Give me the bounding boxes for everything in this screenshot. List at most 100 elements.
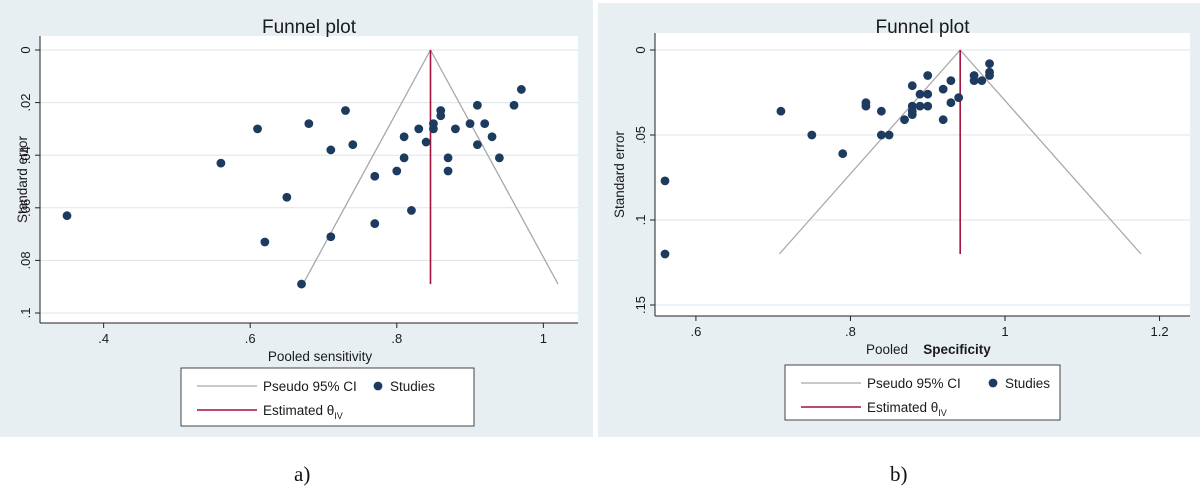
caption-a: a) — [294, 462, 311, 486]
study-point — [326, 232, 336, 242]
chart-b-group: 0 .05 .1 .15 .6 .8 1 1.2 Funnel plot Standard err… — [612, 17, 1190, 421]
legend-ci-label: Pseudo 95% CI — [263, 379, 357, 394]
study-point — [348, 140, 358, 150]
plot-area — [655, 33, 1190, 316]
study-point — [946, 98, 956, 108]
legend-box — [784, 364, 1061, 421]
study-point — [923, 89, 933, 99]
ci-line — [302, 49, 432, 285]
study-point — [421, 137, 431, 147]
chart-title: Funnel plot — [875, 17, 970, 38]
x-tick-label: .8 — [391, 331, 402, 346]
study-point — [451, 124, 460, 134]
ci-line — [429, 49, 559, 285]
study-point — [985, 59, 994, 68]
study-point — [399, 153, 409, 163]
study-point — [297, 279, 306, 289]
study-point — [509, 100, 519, 110]
study-point — [977, 76, 987, 85]
legend-estimate-subscript: IV — [334, 411, 343, 421]
x-axis-label: Pooled — [866, 342, 908, 357]
study-point — [923, 71, 933, 80]
x-tick-label: 1 — [1001, 324, 1008, 339]
y-tick-label: .05 — [633, 126, 648, 144]
caption-b: b) — [890, 462, 908, 486]
x-tick-label: 1 — [540, 331, 547, 346]
study-point — [341, 106, 350, 115]
study-point — [946, 76, 956, 85]
study-point — [465, 119, 475, 129]
study-point — [938, 115, 948, 125]
y-tick-label: 0 — [18, 46, 33, 53]
study-point — [660, 249, 670, 259]
study-point — [876, 106, 886, 116]
study-point — [838, 149, 848, 159]
x-axis-label-extra: Specificity — [923, 342, 991, 357]
study-point — [304, 119, 314, 129]
study-point — [985, 71, 994, 80]
study-point — [861, 101, 871, 111]
legend-box — [180, 367, 475, 427]
study-point — [216, 158, 226, 168]
x-tick-label: 1.2 — [1151, 324, 1169, 339]
x-tick-label: .4 — [98, 331, 109, 346]
y-tick-label: .04 — [18, 146, 33, 164]
y-axis-label: Standard error — [15, 135, 30, 223]
study-point — [480, 119, 490, 129]
x-tick-label: .6 — [245, 331, 256, 346]
study-point — [907, 110, 917, 119]
y-tick-label: .02 — [18, 94, 33, 112]
study-point — [414, 124, 424, 134]
study-point — [876, 130, 886, 140]
study-point — [472, 140, 482, 150]
study-point — [326, 145, 336, 155]
y-tick-label: .06 — [18, 199, 33, 217]
study-point — [907, 81, 917, 91]
study-point — [900, 115, 909, 125]
y-axis-label: Standard error — [612, 130, 627, 218]
study-point — [487, 132, 497, 142]
study-point — [954, 93, 964, 102]
y-tick-label: .1 — [18, 308, 33, 319]
funnel-plot-panel-b: 0 .05 .1 .15 .6 .8 1 1.2 Funnel plot Standard err… — [598, 3, 1200, 437]
study-point — [399, 132, 409, 142]
legend-estimate-subscript: IV — [938, 408, 947, 418]
study-point — [443, 166, 453, 176]
chart-title: Funnel plot — [262, 17, 357, 38]
study-point — [494, 153, 504, 163]
study-point — [915, 101, 925, 111]
funnel-plot-panel-a: 0 .02 .04 .06 .08 .1 .4 .6 .8 1 Funnel plot Standar… — [0, 0, 593, 437]
study-point — [429, 124, 438, 134]
ci-line — [778, 49, 961, 255]
study-point — [807, 130, 817, 140]
plot-area — [40, 36, 578, 323]
study-point — [472, 100, 482, 110]
y-tick-label: .08 — [18, 251, 33, 269]
study-point — [660, 176, 670, 186]
study-point — [62, 211, 72, 221]
study-point — [407, 206, 416, 215]
legend-points-label: Studies — [390, 379, 435, 394]
study-point — [969, 76, 979, 85]
funnel-plot-specificity: 0 .05 .1 .15 .6 .8 1 1.2 Funnel plot Standard err… — [612, 17, 1190, 421]
ci-line — [959, 49, 1142, 255]
y-tick-label: .1 — [633, 215, 648, 226]
legend-estimate-text: Estimated θ — [867, 400, 938, 415]
legend-points-swatch — [988, 378, 998, 388]
study-point — [443, 153, 453, 163]
legend-estimate-text: Estimated θ — [263, 403, 334, 418]
legend-points-label: Studies — [1005, 376, 1050, 391]
study-point — [923, 101, 933, 111]
y-tick-label: .15 — [633, 296, 648, 314]
study-point — [392, 166, 402, 176]
study-point — [938, 84, 948, 94]
study-point — [253, 124, 262, 134]
study-point — [915, 89, 925, 99]
study-point — [516, 85, 526, 94]
study-point — [776, 106, 786, 116]
legend-ci-label: Pseudo 95% CI — [867, 376, 961, 391]
legend-points-swatch — [373, 381, 383, 391]
legend-estimate-label: Estimated θIV — [263, 403, 343, 421]
y-tick-label: 0 — [633, 46, 648, 53]
x-axis-label: Pooled sensitivity — [268, 349, 373, 364]
